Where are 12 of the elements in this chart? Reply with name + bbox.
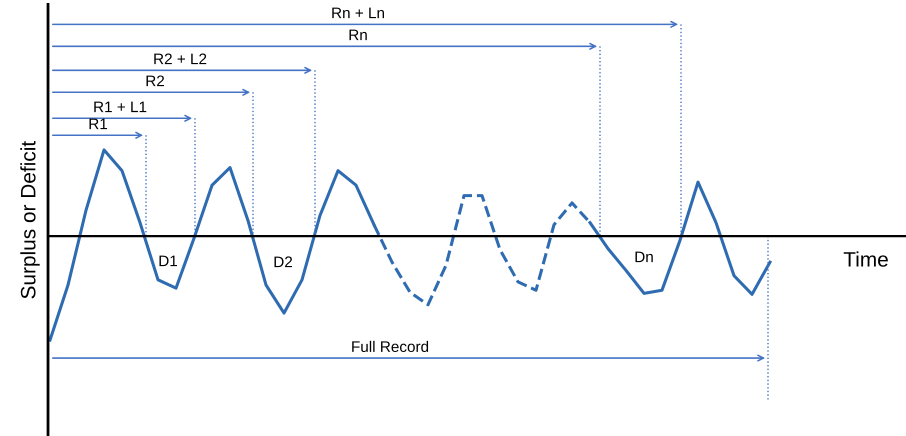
y-axis-title: Surplus or Deficit xyxy=(20,141,40,299)
annotation: D2 xyxy=(274,256,292,268)
text: Rn + Ln xyxy=(332,8,384,18)
text: R2 + L2 xyxy=(154,53,206,64)
text: R1 xyxy=(90,118,108,130)
text: Full Record xyxy=(352,340,428,352)
annotation: Dn xyxy=(635,252,653,262)
text: Rn xyxy=(350,30,367,40)
x-axis-title: Time xyxy=(844,251,888,267)
text: R2 xyxy=(146,75,164,86)
annotation: D1 xyxy=(160,256,178,266)
text: R1 + L1 xyxy=(94,102,146,112)
